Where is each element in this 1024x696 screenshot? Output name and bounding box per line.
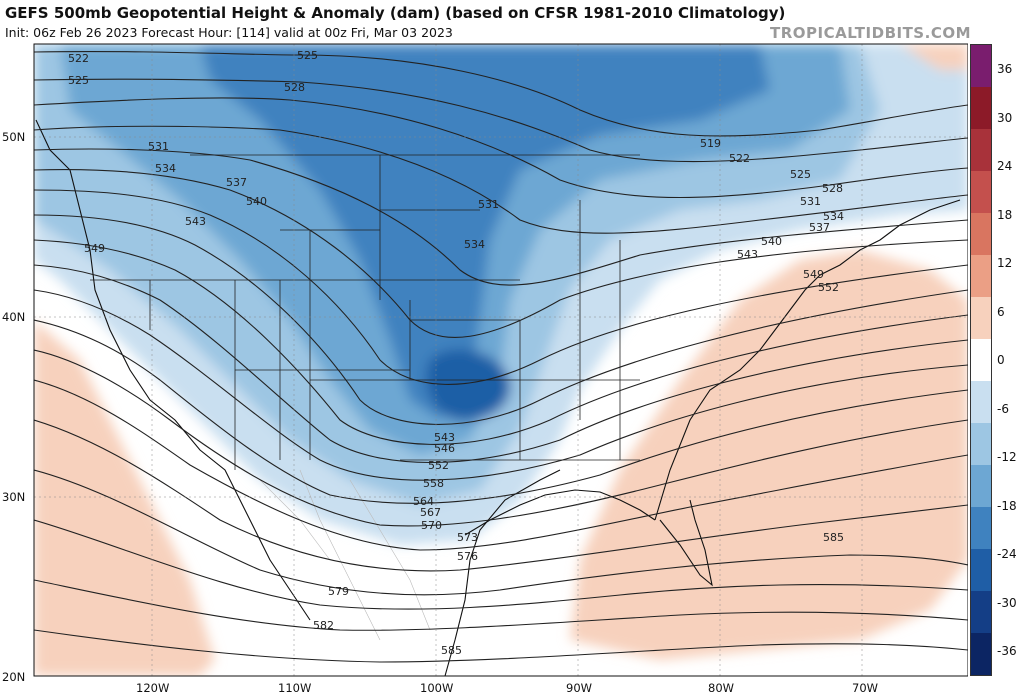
contour-label: 549 — [84, 242, 105, 255]
colorbar-segment — [971, 45, 991, 87]
neg-anomaly-deep — [200, 44, 770, 420]
state-borders — [90, 154, 640, 470]
colorbar-segment — [971, 171, 991, 213]
colorbar-segment — [971, 297, 991, 339]
colorbar-tick-label: 30 — [997, 110, 1013, 125]
lon-label: 110W — [278, 681, 312, 695]
colorbar-tick-label: -12 — [997, 450, 1017, 464]
neg-anomaly-core — [426, 349, 511, 421]
colorbar-segment — [971, 465, 991, 507]
contour-label: 528 — [822, 182, 843, 195]
contour-label: 558 — [423, 477, 444, 490]
colorbar-tick-label: 36 — [997, 62, 1013, 76]
contour-label: 576 — [457, 550, 478, 563]
lon-label: 80W — [708, 681, 735, 695]
map-frame — [33, 43, 968, 677]
contour-label: 531 — [148, 140, 169, 153]
colorbar-segment — [971, 339, 991, 381]
lon-label: 100W — [420, 681, 454, 695]
contour-label: 567 — [420, 506, 441, 519]
contour-label: 540 — [761, 235, 782, 248]
contour-label: 573 — [457, 531, 478, 544]
colorbar-segment — [971, 633, 991, 675]
lat-lon-grid — [34, 44, 968, 676]
colorbar-segment — [971, 213, 991, 255]
contour-label: 564 — [413, 495, 434, 508]
lon-label: 90W — [566, 681, 593, 695]
contour-label: 546 — [434, 442, 455, 455]
contour-label: 570 — [421, 519, 442, 532]
contour-label: 543 — [737, 248, 758, 261]
contour-label: 543 — [185, 215, 206, 228]
lon-label: 120W — [136, 681, 170, 695]
weather-map: 522 525 525 528 531 534 537 540 543 549 … — [33, 43, 968, 677]
colorbar-segment — [971, 381, 991, 423]
contour-label: 549 — [803, 268, 824, 281]
contour-label: 585 — [441, 644, 462, 657]
contour-label: 525 — [790, 168, 811, 181]
colorbar-tick-label: 0 — [997, 353, 1005, 367]
contour-label: 525 — [68, 74, 89, 87]
contour-label: 525 — [297, 49, 318, 62]
lat-label: 30N — [2, 490, 26, 504]
contour-label: 534 — [464, 238, 485, 251]
contour-label: 552 — [428, 459, 449, 472]
coastlines — [35, 119, 961, 676]
contour-label: 534 — [823, 210, 844, 223]
colorbar-tick-label: -18 — [997, 498, 1017, 513]
colorbar-tick-label: 6 — [997, 304, 1005, 319]
contour-label: 540 — [246, 195, 267, 208]
lat-label: 20N — [2, 670, 26, 684]
chart-title: GEFS 500mb Geopotential Height & Anomaly… — [5, 4, 786, 22]
contour-label: 552 — [818, 281, 839, 294]
contour-label: 531 — [478, 198, 499, 211]
colorbar-tick-label: 18 — [997, 207, 1013, 222]
contour-label: 579 — [328, 585, 349, 598]
contour-label: 534 — [155, 162, 176, 175]
contour-label: 543 — [434, 431, 455, 444]
colorbar-segment — [971, 507, 991, 549]
contour-label-group: 522 525 525 528 531 534 537 540 543 549 … — [68, 49, 844, 657]
colorbar-segment — [971, 591, 991, 633]
contour-label: 582 — [313, 619, 334, 632]
lat-label: 50N — [2, 130, 26, 144]
colorbar-segment — [971, 87, 991, 129]
colorbar-segment — [971, 549, 991, 591]
watermark: TROPICALTIDBITS.COM — [770, 24, 971, 42]
lat-label: 40N — [2, 310, 26, 324]
height-contours — [34, 50, 968, 663]
colorbar-tick-label: 12 — [997, 256, 1013, 270]
colorbar-segment — [971, 129, 991, 171]
contour-label: 537 — [809, 221, 830, 234]
lon-label: 70W — [852, 681, 879, 695]
contour-label: 528 — [284, 81, 305, 94]
contour-label: 522 — [68, 52, 89, 65]
colorbar-segment — [971, 255, 991, 297]
pos-anomaly-pacific — [34, 320, 215, 676]
colorbar-tick-label: 24 — [997, 159, 1013, 173]
pos-anomaly-ne — [900, 44, 968, 70]
colorbar-tick-label: -6 — [997, 401, 1009, 416]
colorbar-tick-label: -36 — [997, 644, 1017, 658]
contour-label: 522 — [729, 152, 750, 165]
anomaly-colorbar — [970, 44, 992, 676]
colorbar-segment — [971, 423, 991, 465]
colorbar-tick-label: -30 — [997, 595, 1017, 610]
chart-subtitle: Init: 06z Feb 26 2023 Forecast Hour: [11… — [5, 25, 453, 40]
contour-label: 519 — [700, 137, 721, 150]
colorbar-tick-label: -24 — [997, 547, 1017, 561]
contour-label: 537 — [226, 176, 247, 189]
contour-label: 531 — [800, 195, 821, 208]
contour-label: 585 — [823, 531, 844, 544]
